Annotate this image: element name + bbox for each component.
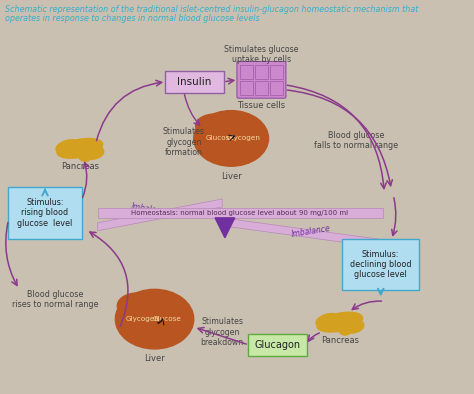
FancyBboxPatch shape <box>248 334 307 356</box>
Polygon shape <box>215 218 235 238</box>
Text: Pancreas: Pancreas <box>61 162 99 171</box>
Ellipse shape <box>194 111 269 166</box>
Bar <box>240 65 253 79</box>
Text: Blood glucose
rises to normal range: Blood glucose rises to normal range <box>11 290 98 309</box>
Text: Blood glucose
falls to normal range: Blood glucose falls to normal range <box>314 131 398 150</box>
Text: operates in response to changes in normal blood glucose levels: operates in response to changes in norma… <box>5 14 260 23</box>
Ellipse shape <box>118 293 156 318</box>
Text: Glycogen: Glycogen <box>227 136 261 141</box>
Text: Stimulates glucose
uptake by cells: Stimulates glucose uptake by cells <box>224 45 299 65</box>
Text: Homeostasis: normal blood glucose level about 90 mg/100 ml: Homeostasis: normal blood glucose level … <box>131 210 348 216</box>
Text: Insulin: Insulin <box>177 77 212 87</box>
Ellipse shape <box>57 138 102 158</box>
Bar <box>255 65 268 79</box>
Text: Glycogen: Glycogen <box>125 316 159 322</box>
Polygon shape <box>98 208 383 218</box>
Text: Pancreas: Pancreas <box>321 336 359 345</box>
Polygon shape <box>98 199 222 231</box>
Text: Imbalance: Imbalance <box>291 224 332 239</box>
Text: Glucose: Glucose <box>206 136 235 141</box>
Ellipse shape <box>339 325 351 335</box>
Text: Glucose: Glucose <box>153 316 182 322</box>
Text: Imbalance: Imbalance <box>131 203 171 217</box>
Ellipse shape <box>341 319 364 333</box>
Ellipse shape <box>316 314 338 327</box>
Bar <box>240 81 253 95</box>
Text: Stimulus:
declining blood
glucose level: Stimulus: declining blood glucose level <box>350 250 411 279</box>
FancyBboxPatch shape <box>8 187 82 239</box>
Text: Liver: Liver <box>144 354 165 363</box>
Text: Liver: Liver <box>221 172 242 181</box>
FancyBboxPatch shape <box>342 239 419 290</box>
Ellipse shape <box>196 114 233 138</box>
Text: Stimulates
glycogen
formation: Stimulates glycogen formation <box>163 128 205 157</box>
Bar <box>255 81 268 95</box>
Text: Tissue cells: Tissue cells <box>237 101 285 110</box>
Text: Schematic representation of the traditional islet-centred insulin-glucagon homeo: Schematic representation of the traditio… <box>5 6 419 14</box>
Text: Stimulus:
rising blood
glucose  level: Stimulus: rising blood glucose level <box>18 198 73 228</box>
Text: Stimulates
glycogen
breakdown: Stimulates glycogen breakdown <box>201 317 244 347</box>
Polygon shape <box>222 218 383 248</box>
Ellipse shape <box>81 145 104 159</box>
FancyBboxPatch shape <box>165 71 224 93</box>
Ellipse shape <box>79 151 91 161</box>
FancyBboxPatch shape <box>237 61 286 98</box>
Ellipse shape <box>56 140 79 153</box>
Ellipse shape <box>317 312 363 332</box>
Bar <box>270 81 283 95</box>
Ellipse shape <box>115 289 194 349</box>
Bar <box>270 65 283 79</box>
Text: Glucagon: Glucagon <box>255 340 301 350</box>
